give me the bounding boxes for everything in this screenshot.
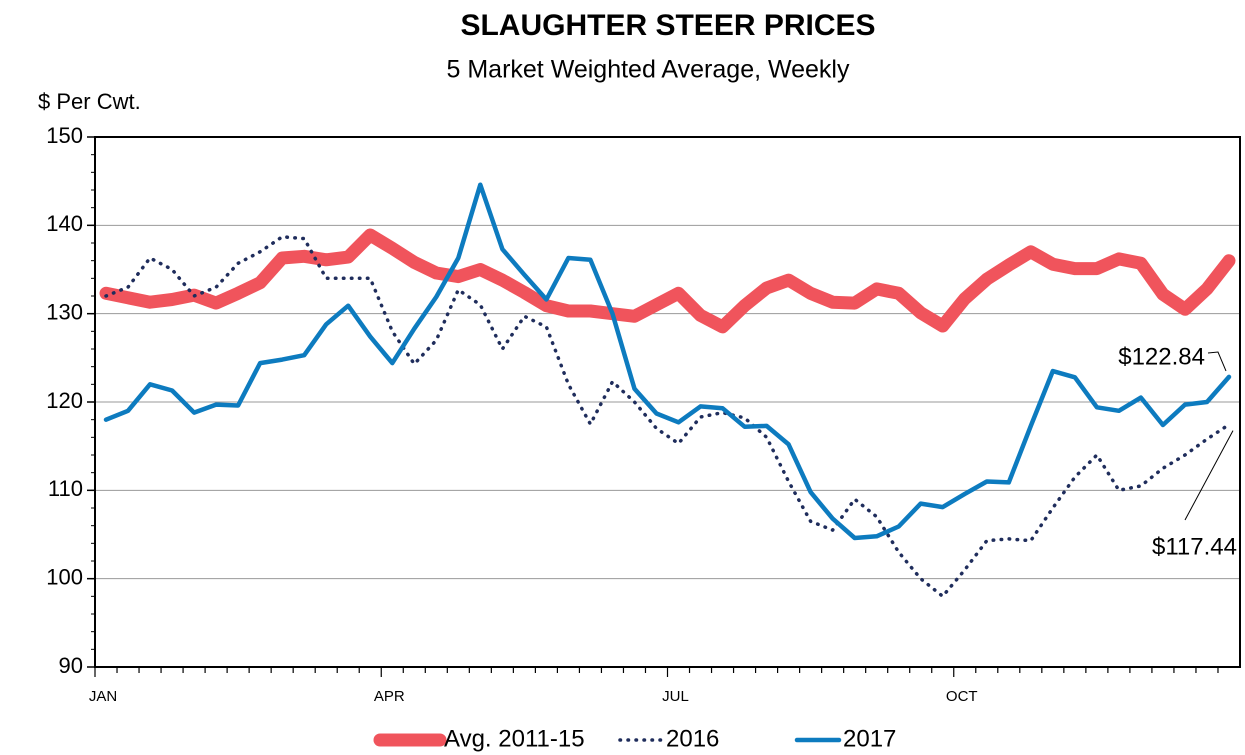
x-tick-label: JAN	[89, 688, 117, 705]
y-axis-label: $ Per Cwt.	[38, 89, 141, 114]
y-tick-label: 120	[46, 388, 83, 413]
series-line	[103, 182, 1232, 541]
legend-label: Avg. 2011-15	[444, 725, 585, 752]
x-tick-label: JUL	[662, 688, 689, 705]
chart-subtitle: 5 Market Weighted Average, Weekly	[447, 56, 850, 84]
y-tick-label: 110	[48, 476, 83, 501]
y-tick-label: 150	[46, 123, 83, 148]
legend-label: 2016	[666, 725, 719, 752]
value-label: $122.84	[1118, 343, 1205, 370]
y-tick-label: 130	[46, 299, 83, 324]
x-tick-label: OCT	[946, 688, 978, 705]
leader-line	[1184, 430, 1234, 521]
leader-line	[1207, 351, 1227, 372]
chart-title: SLAUGHTER STEER PRICES	[460, 9, 875, 42]
legend-label: 2017	[843, 725, 896, 752]
y-tick-label: 140	[46, 211, 83, 236]
y-tick-label: 100	[46, 564, 83, 589]
series-line	[104, 235, 1231, 599]
series-line	[99, 228, 1236, 334]
y-tick-label: 90	[59, 653, 83, 678]
value-label: $117.44	[1152, 533, 1237, 560]
x-tick-label: APR	[374, 688, 405, 705]
